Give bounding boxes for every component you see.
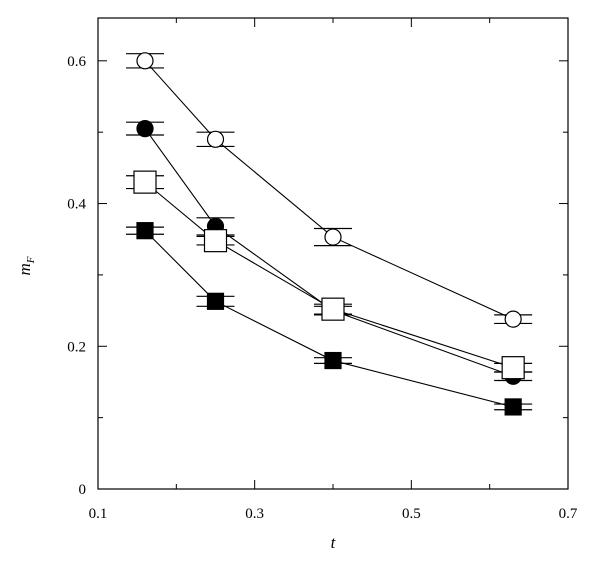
series-4 xyxy=(126,222,533,416)
data-point xyxy=(504,398,522,416)
axis-ticks xyxy=(97,18,569,490)
x-tick-label: 0.7 xyxy=(559,506,578,522)
data-point xyxy=(501,356,525,380)
x-tick-label: 0.1 xyxy=(89,506,108,522)
series-3 xyxy=(126,170,533,380)
data-point xyxy=(206,292,225,310)
y-tick-label: 0.2 xyxy=(67,339,86,355)
y-axis-title: mF xyxy=(15,256,37,275)
data-point xyxy=(136,52,154,70)
x-axis-title: t xyxy=(331,533,337,552)
series-2 xyxy=(126,120,533,385)
data-point xyxy=(136,222,154,240)
data-point xyxy=(321,297,345,321)
y-axis-title-main: m xyxy=(15,263,34,275)
tick-labels: 0.1 0.3 0.5 0.7 0 0.2 0.4 0.6 xyxy=(67,54,578,522)
y-tick-label: 0 xyxy=(79,482,87,498)
x-tick-label: 0.3 xyxy=(245,506,264,522)
data-point xyxy=(133,170,157,194)
data-point xyxy=(504,310,522,328)
data-series xyxy=(126,52,533,416)
data-point xyxy=(206,130,225,148)
data-point xyxy=(203,229,228,253)
y-tick-label: 0.6 xyxy=(67,54,86,70)
data-point xyxy=(324,228,342,246)
series-line xyxy=(144,60,514,320)
y-tick-label: 0.4 xyxy=(67,197,86,213)
series-line xyxy=(144,230,514,408)
series-1 xyxy=(126,52,533,328)
series-line xyxy=(144,181,514,369)
data-point xyxy=(324,351,342,370)
series-line xyxy=(144,128,514,377)
data-point xyxy=(136,120,154,138)
x-tick-label: 0.5 xyxy=(402,506,421,522)
y-axis-title-subscript: F xyxy=(25,256,37,264)
